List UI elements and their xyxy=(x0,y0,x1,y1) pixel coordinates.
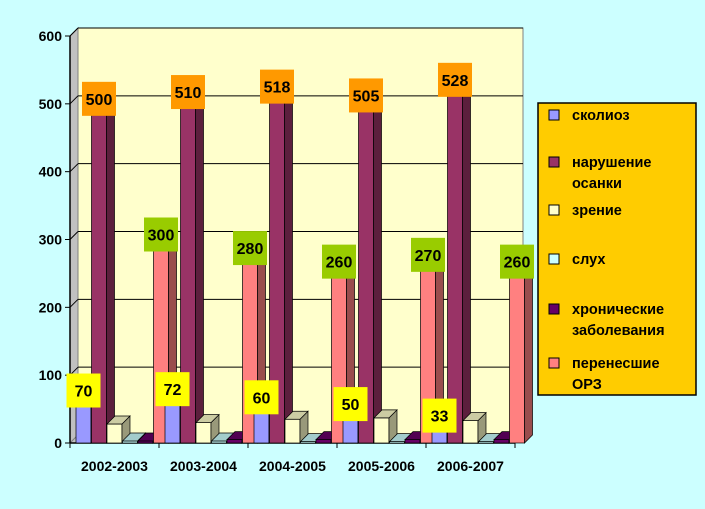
data-label-box xyxy=(155,372,190,407)
bar-5-2004-2005 xyxy=(315,439,332,444)
gridline-side xyxy=(69,231,79,240)
data-label: 300 xyxy=(148,228,175,245)
data-label-box xyxy=(244,380,279,415)
data-label-box xyxy=(500,244,534,279)
data-label: 60 xyxy=(253,390,271,407)
y-tick-label: 300 xyxy=(39,232,63,248)
x-tick-label: 2005-2006 xyxy=(348,458,415,474)
legend-label-line: ОРЗ xyxy=(572,377,602,393)
legend-label-line: осанки xyxy=(572,176,622,192)
x-tick-label: 2003-2004 xyxy=(170,458,237,474)
data-label-box xyxy=(333,387,368,422)
data-label: 260 xyxy=(326,255,353,272)
data-label: 280 xyxy=(237,241,264,258)
y-tick-label: 100 xyxy=(39,367,63,383)
data-label: 50 xyxy=(342,397,360,414)
legend-swatch-2 xyxy=(548,156,560,168)
data-label: 528 xyxy=(442,73,469,90)
y-tick-label: 400 xyxy=(39,164,63,180)
bar-5-2003-2004 xyxy=(226,439,243,444)
y-tick-label: 200 xyxy=(39,299,63,315)
data-label-box xyxy=(322,244,356,279)
bar-top xyxy=(284,410,309,420)
data-label: 33 xyxy=(431,409,449,426)
bar-3-2005-2006 xyxy=(373,417,390,444)
data-label-box xyxy=(422,398,457,433)
legend xyxy=(537,102,697,396)
bar-side xyxy=(373,91,382,444)
data-label-box xyxy=(411,237,445,272)
legend-label-4: слух xyxy=(572,252,605,268)
bar-2-2006-2007 xyxy=(447,84,463,444)
bar-3-2003-2004 xyxy=(195,422,212,444)
bar-side xyxy=(524,257,533,444)
legend-label-1: сколиоз xyxy=(572,108,630,124)
x-tick-label: 2004-2005 xyxy=(259,458,326,474)
data-label: 510 xyxy=(175,85,202,102)
y-tick-label: 600 xyxy=(39,28,63,44)
legend-label-line: хронические xyxy=(572,302,664,318)
data-label-box xyxy=(144,217,178,252)
y-tick-label: 500 xyxy=(39,96,63,112)
legend-label-line: нарушение xyxy=(572,155,651,171)
bar-top xyxy=(373,409,398,419)
bar-top xyxy=(462,412,487,421)
bar-6-2006-2007 xyxy=(509,266,525,444)
data-label: 270 xyxy=(415,248,442,265)
x-tick-label: 2002-2003 xyxy=(81,458,148,474)
data-label-box xyxy=(260,69,294,104)
gridline-side xyxy=(69,163,79,173)
y-tick-label: 0 xyxy=(54,435,62,451)
data-label-box xyxy=(171,75,205,110)
legend-swatch-1 xyxy=(548,109,560,121)
bar-side xyxy=(462,75,471,444)
bar-side xyxy=(195,88,204,444)
legend-swatch-5 xyxy=(548,303,560,315)
bar-top xyxy=(195,414,220,423)
legend-label-5: хронические заболевания xyxy=(572,302,665,339)
bar-3-2006-2007 xyxy=(462,420,479,444)
data-label-box xyxy=(438,62,472,97)
bar-side xyxy=(106,94,115,444)
data-label: 518 xyxy=(264,80,291,97)
bar-5-2005-2006 xyxy=(404,439,421,444)
gridline-side xyxy=(69,27,79,37)
legend-swatch-6 xyxy=(548,357,560,369)
gridline-side xyxy=(69,298,79,308)
legend-label-6: перенесшие ОРЗ xyxy=(572,356,660,393)
data-label-box xyxy=(82,81,116,116)
legend-label-line: заболевания xyxy=(572,323,665,339)
bar-3-2004-2005 xyxy=(284,418,301,444)
bar-3-2002-2003 xyxy=(106,423,123,444)
data-label-box xyxy=(66,373,101,408)
data-label: 500 xyxy=(86,92,113,109)
data-label: 70 xyxy=(75,384,93,401)
legend-label-3: зрение xyxy=(572,203,622,219)
bar-top xyxy=(106,415,131,425)
legend-swatch-4 xyxy=(548,253,560,265)
data-label-box xyxy=(349,78,383,113)
legend-label-2: нарушение осанки xyxy=(572,155,651,192)
gridline-side xyxy=(69,95,79,105)
data-label: 260 xyxy=(504,255,531,272)
legend-label-line: перенесшие xyxy=(572,356,660,372)
legend-swatch-3 xyxy=(548,204,560,216)
data-label: 505 xyxy=(353,88,380,105)
bar-top xyxy=(121,432,147,442)
bar-5-2006-2007 xyxy=(493,439,510,444)
data-label-box xyxy=(233,231,267,266)
x-tick-label: 2006-2007 xyxy=(437,458,504,474)
data-label: 72 xyxy=(164,382,182,399)
bar-side xyxy=(284,82,293,444)
